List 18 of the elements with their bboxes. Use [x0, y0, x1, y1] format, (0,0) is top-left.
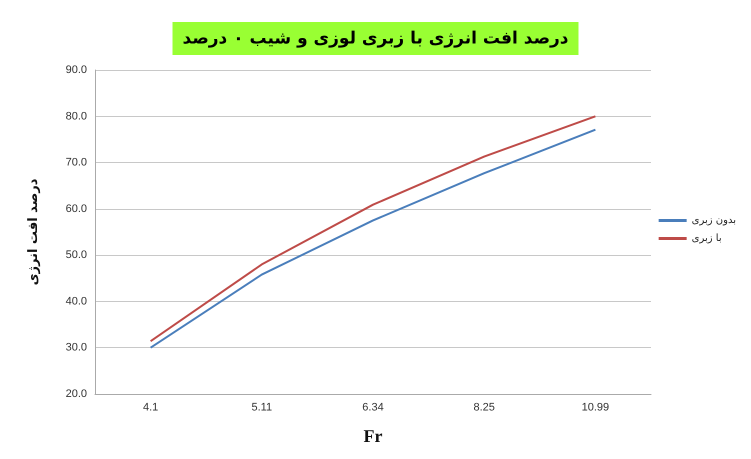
y-tick-label: 60.0 [66, 202, 87, 215]
x-tick-label: 6.34 [362, 402, 384, 414]
legend-label: با زبری [692, 233, 722, 244]
x-tick-label: 5.11 [252, 402, 272, 414]
y-tick-label: 90.0 [66, 64, 87, 76]
chart-title: درصد افت انرژی با زبری لوزی و شیب ۰ درصد [182, 28, 569, 48]
y-axis-title: درصد افت انرژی [26, 178, 41, 286]
x-tick-label: 4.1 [142, 402, 158, 414]
y-tick-label: 40.0 [66, 295, 87, 308]
x-tick-label: 8.25 [473, 402, 495, 414]
x-axis-title: Fr [364, 426, 383, 446]
y-tick-label: 70.0 [66, 156, 87, 169]
y-tick-label: 80.0 [66, 110, 87, 122]
legend-label: بدون زبری [692, 215, 736, 226]
y-tick-label: 50.0 [66, 249, 87, 262]
x-tick-label: 10.99 [582, 402, 610, 414]
y-tick-label: 30.0 [66, 342, 87, 354]
y-tick-label: 20.0 [66, 388, 87, 400]
